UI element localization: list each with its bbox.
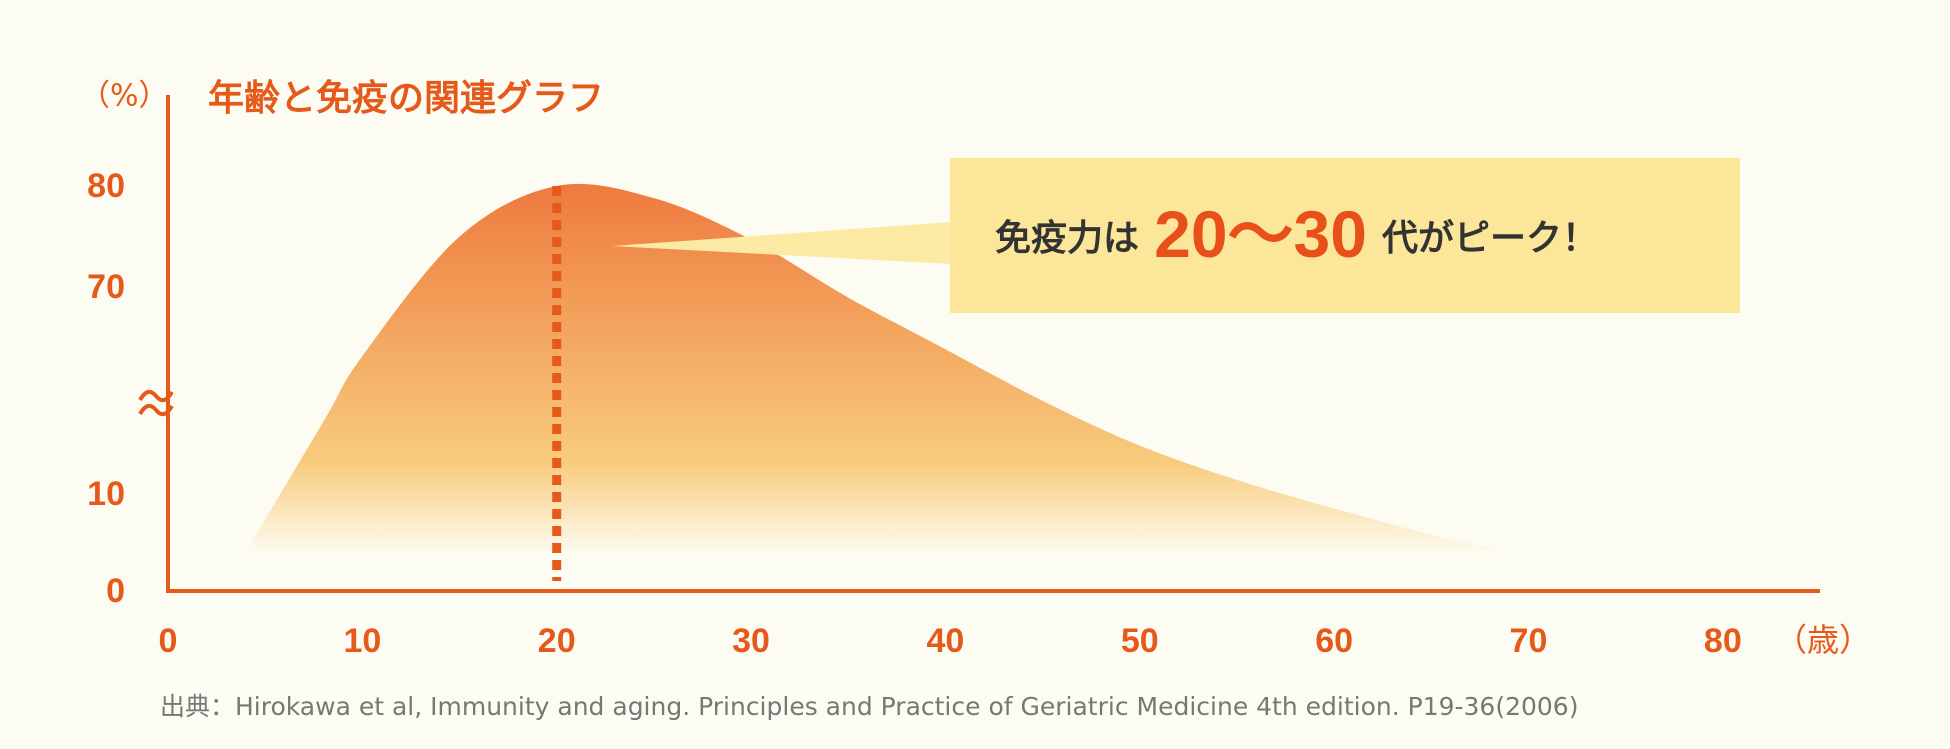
y-tick-label: 0 <box>106 572 125 610</box>
area <box>245 183 1723 591</box>
x-tick-label: 0 <box>159 622 178 660</box>
x-tick-label: 80 <box>1704 622 1742 660</box>
callout-box <box>950 158 1740 313</box>
x-tick-label: 60 <box>1315 622 1353 660</box>
x-unit: （歳） <box>1775 621 1871 659</box>
x-tick-label: 50 <box>1121 622 1159 660</box>
y-tick-label: 10 <box>87 475 125 513</box>
source: 出典：Hirokawa et al, Immunity and aging. P… <box>160 692 1578 721</box>
x-tick-label: 10 <box>343 622 381 660</box>
chart-title: 年齢と免疫の関連グラフ <box>208 78 604 119</box>
y-unit: （%） <box>80 79 169 114</box>
y-tick-label: 70 <box>87 268 125 306</box>
x-tick-label: 40 <box>926 622 964 660</box>
x-tick-label: 30 <box>732 622 770 660</box>
x-tick-label: 70 <box>1510 622 1548 660</box>
callout-pointer <box>612 222 952 264</box>
callout-after: 代がピーク！ <box>1381 218 1598 259</box>
callout-text: 免疫力は 20〜30 代がピーク！ <box>995 197 1598 271</box>
callout-before: 免疫力は <box>995 218 1139 259</box>
axis-break <box>138 389 174 417</box>
y-tick-label: 80 <box>87 167 125 205</box>
x-tick-label: 20 <box>538 622 576 660</box>
callout-highlight: 20〜30 <box>1154 197 1367 271</box>
